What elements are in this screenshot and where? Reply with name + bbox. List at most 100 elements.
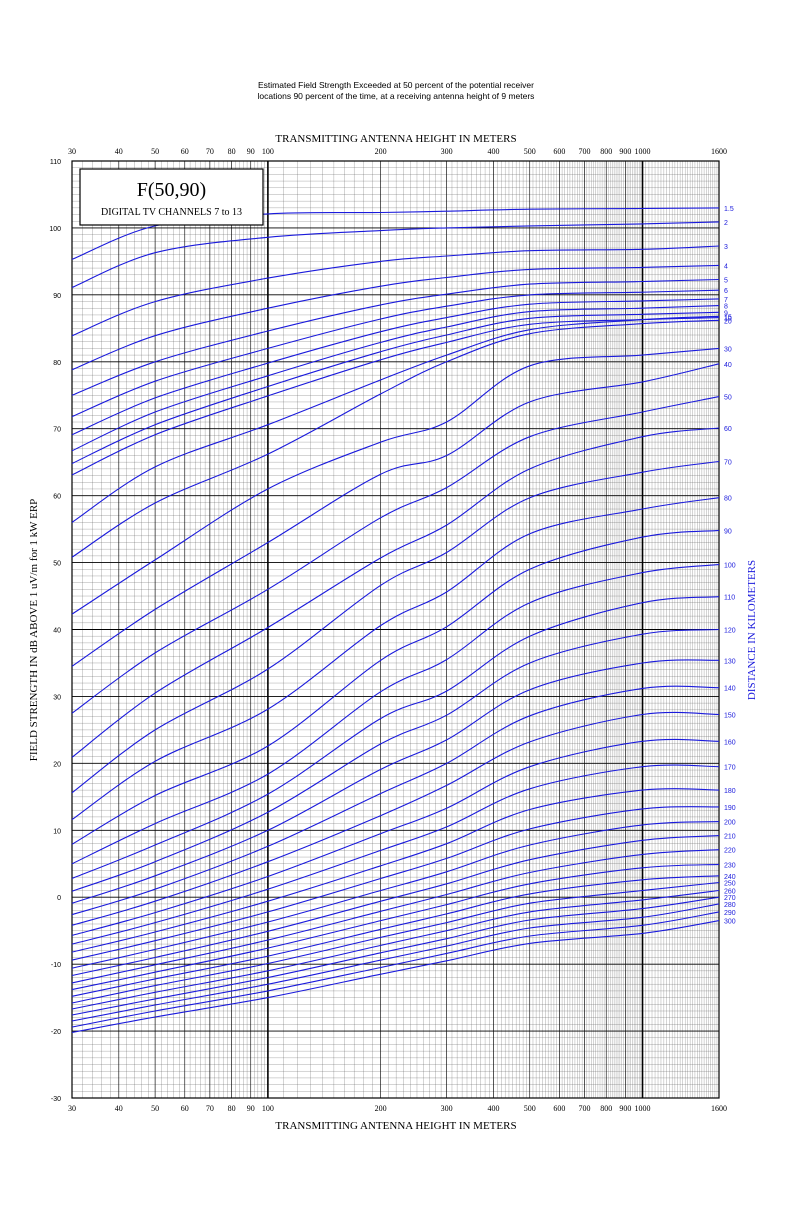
series-label-5: 5	[724, 277, 728, 284]
series-line-190	[71, 806, 720, 961]
chart-title: F(50,90)	[137, 179, 206, 201]
series-line-120	[71, 628, 720, 892]
series-line-30	[71, 347, 720, 615]
series-line-200	[71, 821, 720, 969]
series-line-4	[71, 264, 720, 371]
x-tick-label-bottom: 60	[181, 1104, 189, 1113]
series-line-50	[71, 396, 720, 714]
x-tick-label-top: 300	[441, 147, 453, 156]
series-line-170	[71, 764, 720, 945]
x-tick-label-bottom: 70	[206, 1104, 214, 1113]
y-tick-label: 40	[53, 628, 61, 635]
y-tick-label: 60	[53, 494, 61, 501]
x-tick-label-top: 50	[151, 147, 159, 156]
x-tick-label-top: 200	[375, 147, 387, 156]
series-label-6: 6	[724, 288, 728, 295]
x-tick-label-bottom: 80	[228, 1104, 236, 1113]
x-tick-label-top: 90	[247, 147, 255, 156]
series-line-20	[71, 319, 720, 558]
x-tick-label-bottom: 400	[487, 1104, 499, 1113]
series-label-40: 40	[724, 362, 732, 369]
x-tick-label-bottom: 700	[578, 1104, 590, 1113]
x-tick-label-top: 1000	[635, 147, 651, 156]
series-label-15: 15	[724, 314, 732, 321]
series-label-2: 2	[724, 220, 728, 227]
series-line-40	[71, 363, 720, 667]
x-tick-label-bottom: 200	[375, 1104, 387, 1113]
y-tick-label: 0	[57, 895, 61, 902]
series-label-110: 110	[724, 595, 735, 602]
series-label-100: 100	[724, 563, 736, 570]
y-tick-label: 10	[53, 828, 61, 835]
chart-caption-line1: Estimated Field Strength Exceeded at 50 …	[258, 80, 534, 90]
y-tick-label: 20	[53, 761, 61, 768]
x-tick-label-top: 400	[487, 147, 499, 156]
x-tick-label-bottom: 300	[441, 1104, 453, 1113]
series-label-230: 230	[724, 862, 736, 869]
x-tick-label-bottom: 1600	[711, 1104, 727, 1113]
series-label-10: 10	[724, 316, 732, 323]
x-tick-label-bottom: 30	[68, 1104, 76, 1113]
series-line-240	[71, 875, 720, 997]
series-line-100	[71, 564, 720, 865]
y-tick-label: 90	[53, 293, 61, 300]
y-tick-label: -30	[51, 1096, 61, 1103]
series-label-290: 290	[724, 910, 736, 917]
series-line-140	[71, 685, 720, 916]
chart-caption-line2: locations 90 percent of the time, at a r…	[257, 91, 535, 101]
series-line-5	[71, 278, 720, 396]
series-label-280: 280	[724, 902, 736, 909]
series-label-180: 180	[724, 788, 736, 795]
series-line-70	[71, 460, 720, 794]
series-label-300: 300	[724, 919, 736, 926]
x-tick-label-top: 800	[600, 147, 612, 156]
x-tick-label-bottom: 800	[600, 1104, 612, 1113]
series-label-70: 70	[724, 460, 732, 467]
x-tick-label-top: 40	[115, 147, 123, 156]
series-line-280	[71, 903, 720, 1022]
x-tick-label-top: 60	[181, 147, 189, 156]
series-line-160	[71, 738, 720, 936]
x-tick-label-bottom: 900	[619, 1104, 631, 1113]
series-line-300	[71, 920, 720, 1033]
series-lines	[71, 207, 720, 1033]
x-tick-label-top: 100	[262, 147, 274, 156]
x-tick-label-top: 600	[553, 147, 565, 156]
series-line-290	[71, 911, 720, 1028]
series-label-140: 140	[724, 686, 736, 693]
x-tick-label-top: 700	[578, 147, 590, 156]
series-label-260: 260	[724, 889, 736, 896]
series-label-170: 170	[724, 765, 736, 772]
x-tick-label-top: 500	[524, 147, 536, 156]
series-line-150	[71, 711, 720, 926]
series-line-8	[71, 305, 720, 452]
series-label-240: 240	[724, 874, 736, 881]
y-tick-label: 70	[53, 427, 61, 434]
series-line-80	[71, 497, 720, 821]
series-label-80: 80	[724, 496, 732, 503]
axis-ticks: 3030404050506060707080809090100100200200…	[49, 147, 727, 1113]
x-tick-label-top: 1600	[711, 147, 727, 156]
series-label-3: 3	[724, 244, 728, 251]
series-label-250: 250	[724, 880, 736, 887]
series-label-270: 270	[724, 895, 736, 902]
series-line-230	[71, 863, 720, 991]
series-label-200: 200	[724, 820, 736, 827]
x-tick-label-bottom: 1000	[635, 1104, 651, 1113]
right-axis-label: DISTANCE IN KILOMETERS	[746, 560, 758, 700]
x-axis-label-bottom: TRANSMITTING ANTENNA HEIGHT IN METERS	[275, 1120, 516, 1132]
y-axis-label: FIELD STRENGTH IN dB ABOVE 1 uV/m for 1 …	[28, 499, 40, 762]
series-label-1.5: 1.5	[724, 206, 734, 213]
x-tick-label-top: 80	[228, 147, 236, 156]
series-label-220: 220	[724, 848, 736, 855]
series-line-60	[71, 427, 720, 758]
series-line-270	[71, 896, 720, 1016]
y-tick-label: 110	[50, 159, 61, 166]
series-label-210: 210	[724, 834, 736, 841]
x-axis-label-top: TRANSMITTING ANTENNA HEIGHT IN METERS	[275, 133, 516, 145]
x-tick-label-bottom: 500	[524, 1104, 536, 1113]
series-line-9	[71, 311, 720, 464]
series-label-50: 50	[724, 395, 732, 402]
series-label-20: 20	[724, 318, 732, 325]
